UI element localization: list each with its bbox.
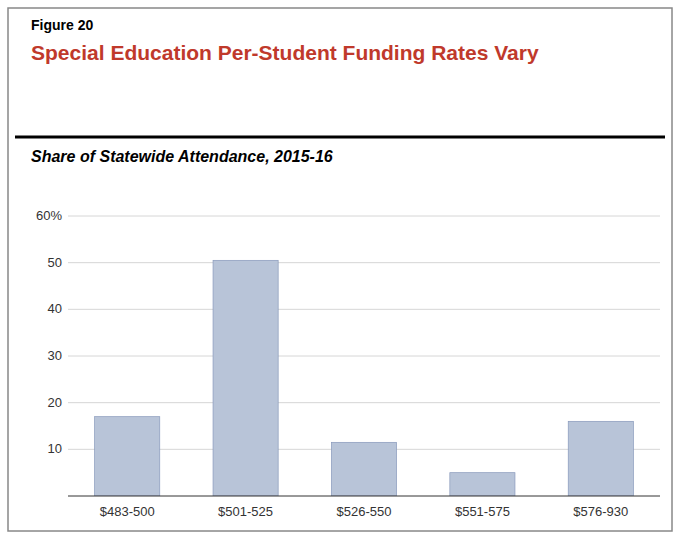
border [8,8,672,531]
bars [95,260,634,496]
grid-line [68,262,660,263]
x-tick-label: $526-550 [337,504,392,519]
grid-line [68,356,660,357]
bar [213,260,278,496]
chart: Figure 20 Special Education Per-Student F… [0,0,680,539]
y-tick-label: 60% [36,208,62,223]
grid-line [68,402,660,403]
bar [95,417,160,496]
y-tick-label: 50 [48,255,62,270]
figure-label: Figure 20 [31,17,93,33]
x-axis-line [68,496,660,497]
x-axis: $483-500 $501-525 $526-550 $551-575 $576-930 [100,504,629,519]
bar [568,421,633,496]
bar [450,473,515,496]
bar [331,442,396,496]
y-tick-label: 30 [48,348,62,363]
grid-line [68,216,660,217]
subtitle: Share of Statewide Attendance, 2015-16 [31,148,333,165]
y-tick-label: 20 [48,395,62,410]
chart-container: Figure 20 Special Education Per-Student F… [0,0,680,539]
y-axis: 10 20 30 40 50 60% [36,208,62,456]
x-tick-label: $483-500 [100,504,155,519]
x-tick-label: $501-525 [218,504,273,519]
grid-line [68,309,660,310]
x-tick-label: $576-930 [573,504,628,519]
y-tick-label: 10 [48,441,62,456]
separator [15,136,665,139]
grid [68,216,660,449]
y-tick-label: 40 [48,301,62,316]
title: Special Education Per-Student Funding Ra… [31,41,539,64]
x-tick-label: $551-575 [455,504,510,519]
